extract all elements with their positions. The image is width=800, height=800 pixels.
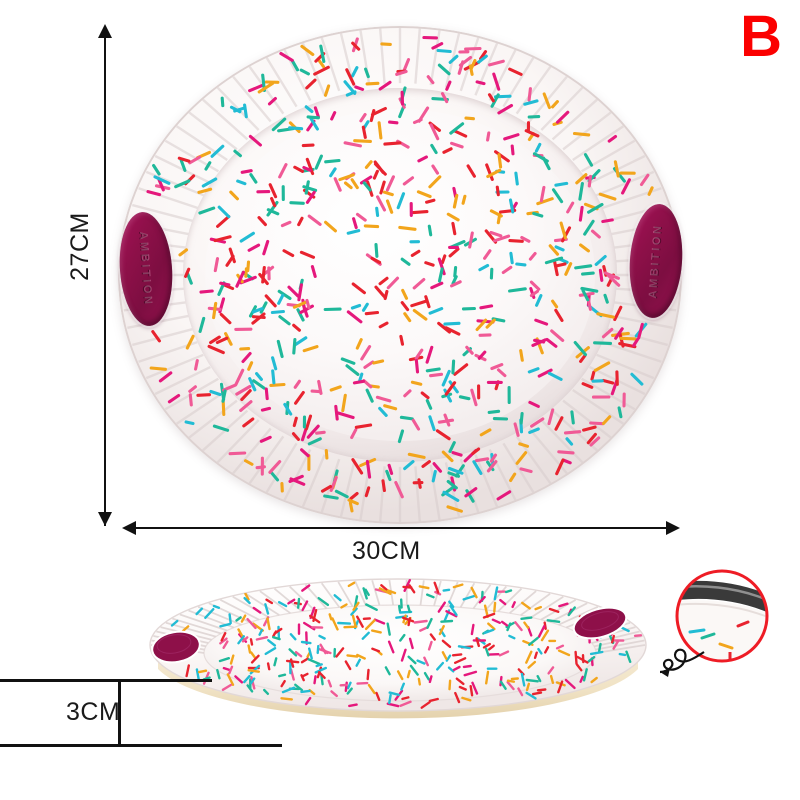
handle-left-brand-text: AMBITION <box>137 231 155 307</box>
pan-inner-basin <box>182 88 618 462</box>
depth-guide-bottom <box>0 744 282 747</box>
width-arrow-right <box>666 521 680 535</box>
depth-dimension-line <box>118 679 121 747</box>
height-dimension-line <box>104 32 106 526</box>
side-view-pan <box>148 575 648 755</box>
height-arrow-top <box>98 24 112 38</box>
pan-basin-floor <box>204 108 596 442</box>
top-view-pan: AMBITION AMBITION <box>116 26 686 524</box>
width-arrow-left <box>122 521 136 535</box>
height-dimension-label: 27CM <box>65 212 94 281</box>
depth-dimension-label: 3CM <box>66 698 121 726</box>
handle-right-brand-text: AMBITION <box>647 223 665 299</box>
variant-label-b: B <box>740 4 782 69</box>
rim-detail-callout <box>644 568 798 728</box>
width-dimension-label: 30CM <box>352 537 421 565</box>
height-arrow-bottom <box>98 512 112 526</box>
depth-guide-top <box>0 679 212 682</box>
width-dimension-line <box>130 527 678 529</box>
